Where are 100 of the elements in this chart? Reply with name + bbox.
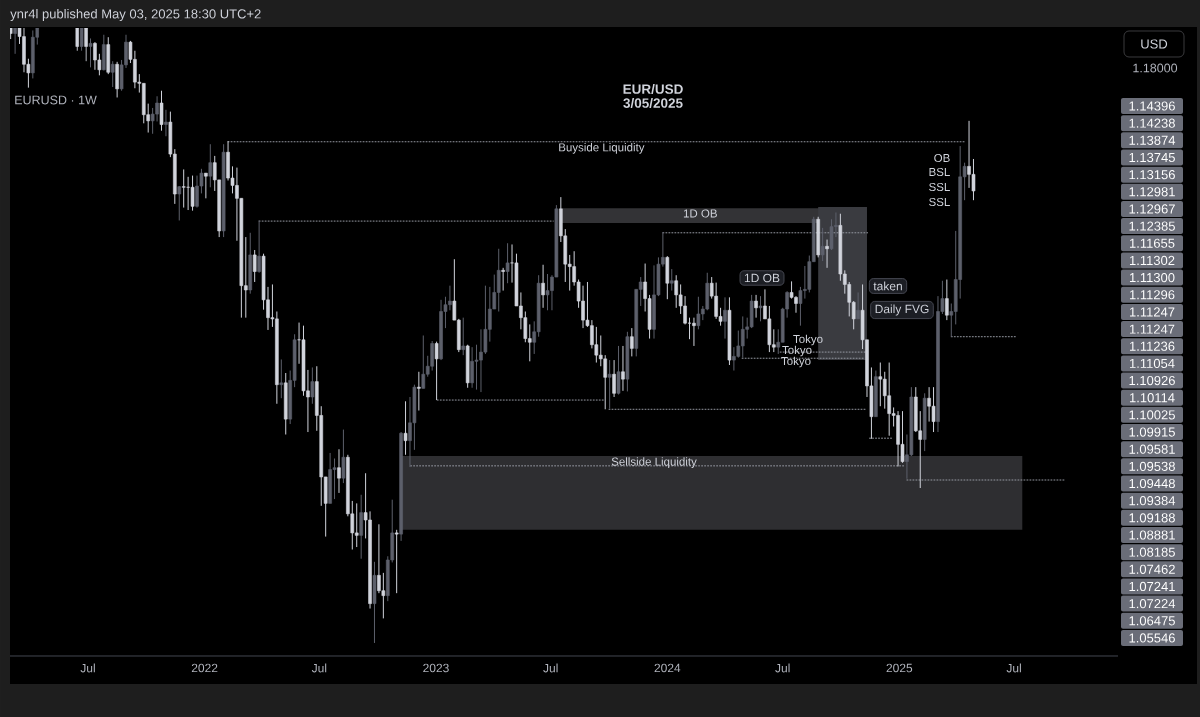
text: 1.14396: [1129, 101, 1175, 111]
text: 1.05546: [1129, 633, 1175, 643]
x-tick-label: Jul: [80, 663, 95, 673]
text: 1.07224: [1129, 599, 1176, 609]
x-tick-label: Jul: [543, 663, 558, 673]
annotation: OB: [934, 153, 950, 163]
candlestick: [616, 345, 621, 396]
annotation: Tokyo: [781, 356, 811, 368]
text: USD: [1141, 39, 1168, 49]
text: 1.10926: [1129, 375, 1175, 386]
candlestick: [630, 327, 634, 357]
candlestick: [110, 60, 115, 88]
candlestick: [945, 279, 949, 321]
candlestick: [603, 354, 608, 410]
candlestick: [754, 294, 758, 319]
annotation: Tokyo: [782, 345, 812, 357]
text: 1.11296: [1129, 290, 1175, 300]
text: 1.11236: [1129, 341, 1175, 351]
text: 1.09384: [1129, 496, 1176, 506]
annotation: BSL: [929, 167, 950, 177]
candlestick: [164, 109, 168, 137]
candlestick: [337, 448, 341, 494]
candlestick: [825, 239, 829, 269]
text: 1.13745: [1129, 152, 1175, 163]
text: 1.13156: [1129, 170, 1175, 180]
candlestick: [159, 90, 164, 132]
candlestick: [354, 502, 359, 548]
candlestick: [252, 249, 257, 283]
candlestick: [882, 371, 887, 410]
candlestick: [878, 362, 883, 407]
candlestick: [341, 429, 346, 484]
candlestick: [723, 296, 727, 340]
candlestick: [190, 175, 195, 212]
text: ynr4l published May 03, 2025 18:30 UTC+2: [10, 8, 261, 22]
candlestick: [856, 291, 860, 320]
text: 1.18000: [1133, 63, 1178, 73]
text: 1.09915: [1129, 427, 1175, 437]
text: 1.10114: [1129, 393, 1175, 403]
x-tick-label: 2025: [886, 663, 913, 673]
candlestick: [88, 37, 93, 68]
text: 1.08185: [1129, 547, 1175, 557]
candlestick: [732, 346, 736, 372]
text: 1.06475: [1129, 616, 1175, 626]
candlestick: [820, 227, 825, 262]
text: 1.11302: [1129, 255, 1175, 266]
candlestick: [332, 457, 337, 500]
annotation: EURUSD · 1W: [15, 95, 97, 105]
candlestick: [541, 264, 545, 309]
candlestick: [607, 359, 612, 410]
x-tick-label: Jul: [775, 663, 790, 673]
candlestick: [84, 27, 88, 62]
candlestick: [417, 371, 421, 412]
text: 3/05/2025: [623, 97, 683, 109]
candlestick: [900, 410, 905, 464]
text: 1.09538: [1129, 461, 1175, 471]
candlestick: [394, 529, 399, 594]
candlestick: [696, 296, 701, 330]
text: 1.10025: [1129, 410, 1175, 420]
text: 1.09448: [1129, 478, 1175, 489]
x-tick-label: 2023: [423, 663, 449, 673]
x-tick-label: Jul: [1006, 663, 1021, 673]
candlestick: [257, 219, 261, 274]
text: 1.07462: [1129, 564, 1175, 574]
text: 1.13874: [1129, 135, 1176, 145]
annotation: Tokyo: [793, 334, 823, 346]
text: 1.12385: [1129, 221, 1175, 231]
text: 1.11300: [1129, 272, 1175, 283]
candlestick: [545, 273, 550, 311]
text: 1.12967: [1129, 204, 1175, 214]
text: 1.08881: [1129, 530, 1175, 540]
candlestick: [403, 400, 408, 456]
annotation: Daily FVG: [875, 304, 929, 316]
text: 1.14238: [1129, 118, 1175, 128]
candlestick: [621, 345, 625, 392]
text: 1.12981: [1129, 187, 1175, 197]
candlestick: [434, 341, 439, 401]
candlestick: [461, 317, 466, 356]
annotation: 1D OB: [683, 209, 717, 218]
x-tick-label: Jul: [311, 663, 327, 673]
candlestick: [177, 185, 182, 221]
candlestick: [692, 317, 696, 347]
candlestick: [669, 268, 674, 292]
candlestick: [208, 143, 213, 188]
text: 1.07241: [1129, 581, 1175, 592]
text: 1.11247: [1129, 307, 1175, 317]
candlestick: [359, 494, 363, 560]
candlestick: [740, 315, 745, 359]
candlestick: [612, 359, 616, 398]
x-tick-label: 2022: [191, 663, 218, 673]
candlestick: [310, 366, 315, 405]
text: 1.11054: [1129, 358, 1175, 368]
text: 1.09581: [1129, 444, 1175, 454]
candlestick: [430, 340, 434, 372]
candlestick: [758, 295, 763, 322]
candlestick: [931, 386, 936, 433]
annotation: 1D OB: [744, 273, 780, 283]
candlestick: [279, 358, 284, 399]
candlestick: [181, 168, 186, 209]
x-tick-label: 2024: [654, 663, 681, 673]
text: 1.09188: [1129, 513, 1175, 523]
